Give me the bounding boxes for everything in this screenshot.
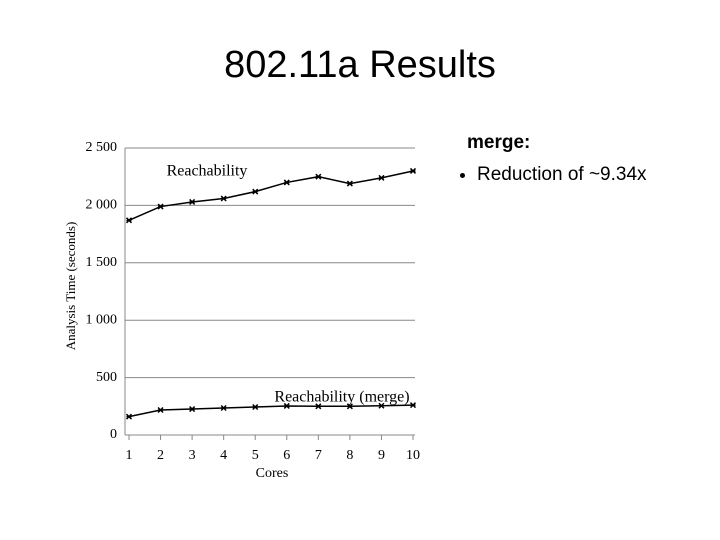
point-marker: [220, 195, 227, 202]
series-line: [128, 404, 414, 418]
series-annotation: Reachability (merge): [274, 389, 409, 406]
x-tick-label: 7: [315, 448, 322, 463]
point-marker: [378, 174, 385, 181]
point-marker: [252, 188, 259, 195]
y-tick-label: 0: [110, 427, 117, 442]
side-text: merge: Reduction of ~9.34x: [455, 132, 715, 186]
y-tick-label: 1 000: [86, 312, 118, 327]
point-marker: [346, 180, 353, 187]
point-marker: [378, 402, 385, 409]
x-tick-label: 1: [126, 448, 133, 463]
y-tick-label: 1 500: [86, 255, 118, 270]
point-marker: [125, 217, 133, 224]
x-axis-label: Cores: [256, 466, 289, 481]
y-tick-label: 2 000: [86, 198, 118, 213]
point-marker: [315, 173, 322, 180]
point-marker: [409, 402, 417, 409]
point-marker: [346, 403, 353, 410]
x-tick-label: 9: [378, 448, 385, 463]
x-tick-label: 8: [346, 448, 353, 463]
point-marker: [157, 406, 164, 414]
point-marker: [189, 198, 196, 205]
point-marker: [189, 406, 196, 413]
point-marker: [409, 167, 417, 174]
y-axis-label: Analysis Time (seconds): [63, 222, 78, 351]
x-tick-label: 3: [189, 448, 196, 463]
series-annotation: Reachability: [167, 163, 248, 180]
y-tick-label: 500: [96, 370, 117, 385]
y-tick-label: 2 500: [86, 140, 118, 155]
bullet: Reduction of ~9.34x: [477, 164, 715, 186]
x-tick-label: 5: [252, 448, 259, 463]
x-tick-label: 6: [283, 448, 290, 463]
x-tick-label: 2: [157, 448, 164, 463]
bullet-list: Reduction of ~9.34x: [455, 164, 715, 186]
point-marker: [125, 413, 133, 420]
side-heading: merge:: [467, 132, 531, 153]
point-marker: [283, 402, 290, 409]
point-marker: [220, 404, 227, 412]
point-marker: [315, 403, 322, 410]
point-marker: [283, 179, 290, 186]
x-tick-label: 10: [406, 448, 420, 463]
point-marker: [157, 203, 164, 210]
point-marker: [252, 403, 259, 411]
x-tick-label: 4: [220, 448, 227, 463]
series-line: [128, 170, 414, 222]
slide-title: 802.11a Results: [224, 44, 496, 86]
